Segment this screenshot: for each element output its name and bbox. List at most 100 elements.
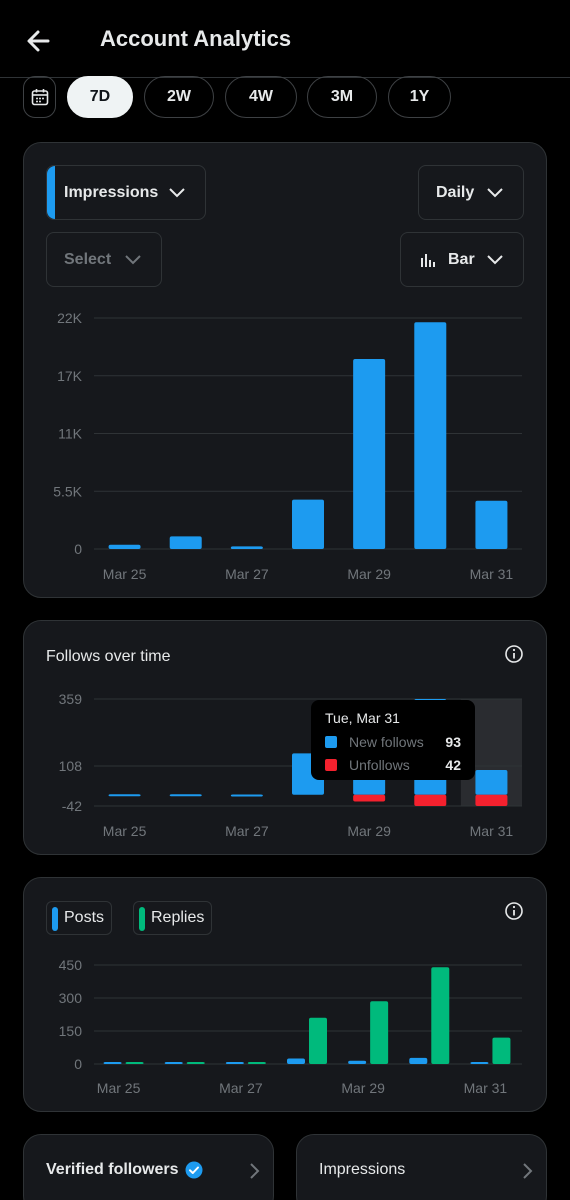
- y-tick-label: 0: [74, 1056, 82, 1072]
- posts-chip-label: Posts: [64, 909, 105, 926]
- bar-chart-icon: [421, 253, 435, 267]
- y-tick-label: 450: [59, 957, 83, 973]
- posts-card: Posts Replies 0 150 300 450 Mar 25 Mar 27 Mar …: [23, 877, 547, 1112]
- y-tick-label: 17K: [57, 368, 83, 384]
- y-tick-label: 150: [59, 1023, 83, 1039]
- x-tick-label: Mar 25: [97, 1080, 141, 1096]
- metric-dropdown-label: Impressions: [64, 183, 159, 201]
- new-follows-bar: [230, 794, 263, 797]
- posts-chart: 0 150 300 450 Mar 25 Mar 27 Mar 29 Mar 31: [59, 957, 522, 1096]
- period-dropdown[interactable]: Daily: [418, 165, 524, 220]
- range-pill-7d[interactable]: 7D: [67, 76, 133, 118]
- new-follows-swatch: [325, 736, 337, 748]
- new-follows-bar: [169, 794, 202, 797]
- x-tick-label: Mar 25: [103, 823, 147, 839]
- impressions-summary-row: Impressions: [319, 1161, 405, 1179]
- impressions-bar: [353, 358, 386, 549]
- page-title: Account Analytics: [100, 26, 292, 51]
- info-icon[interactable]: [504, 644, 524, 664]
- replies-chip-label: Replies: [151, 909, 205, 926]
- x-tick-label: Mar 27: [225, 823, 269, 839]
- chevron-down-icon: [169, 188, 185, 198]
- impressions-bar: [108, 544, 141, 549]
- compare-dropdown-label: Select: [64, 250, 112, 268]
- compare-dropdown[interactable]: Select: [46, 232, 162, 287]
- x-tick-label: Mar 31: [470, 823, 514, 839]
- new-follows-bar: [475, 769, 508, 795]
- tooltip-unf-label: Unfollows: [349, 757, 410, 773]
- x-tick-label: Mar 27: [225, 566, 269, 582]
- chart-tooltip: Tue, Mar 31 New follows 93 Unfollows 42: [311, 700, 475, 780]
- impressions-bar: [414, 322, 447, 549]
- posts-chip-color: [52, 907, 58, 931]
- y-tick-label: 22K: [57, 310, 83, 326]
- posts-bar: [103, 1062, 122, 1064]
- chart-type-dropdown[interactable]: Bar: [400, 232, 524, 287]
- replies-bar: [370, 1001, 389, 1064]
- x-tick-label: Mar 31: [464, 1080, 508, 1096]
- unfollows-swatch: [325, 759, 337, 771]
- replies-bar: [247, 1062, 266, 1064]
- metric-accent: [47, 166, 55, 219]
- range-pill-2w[interactable]: 2W: [144, 76, 214, 118]
- x-tick-label: Mar 29: [341, 1080, 385, 1096]
- replies-bar: [492, 1037, 511, 1064]
- back-arrow-icon[interactable]: [20, 22, 58, 60]
- chevron-right-icon: [250, 1163, 260, 1179]
- posts-bar: [287, 1058, 305, 1064]
- tooltip-new-value: 93: [445, 734, 461, 750]
- range-pill-3m[interactable]: 3M: [307, 76, 377, 118]
- y-tick-label: 359: [59, 691, 83, 707]
- top-bar: Account Analytics: [0, 0, 570, 78]
- replies-bar: [309, 1017, 327, 1064]
- calendar-icon: [31, 89, 48, 106]
- period-dropdown-label: Daily: [436, 183, 475, 201]
- posts-bar: [409, 1057, 428, 1064]
- new-follows-bar: [108, 794, 141, 797]
- verified-followers-label: Verified followers: [46, 1161, 179, 1178]
- impressions-bar: [230, 546, 263, 549]
- x-tick-label: Mar 25: [103, 566, 147, 582]
- tooltip-row-unf: Unfollows: [325, 757, 410, 773]
- x-tick-label: Mar 29: [347, 566, 391, 582]
- y-tick-label: 11K: [58, 426, 83, 442]
- impressions-summary-label: Impressions: [319, 1161, 406, 1178]
- x-tick-label: Mar 31: [470, 566, 514, 582]
- chevron-down-icon: [487, 188, 503, 198]
- tooltip-unf-value: 42: [445, 757, 461, 773]
- tooltip-new-label: New follows: [349, 734, 424, 750]
- impressions-chart: 0 5.5K 11K 17K 22K Mar 25 Mar 27 Mar 29 Mar 31: [53, 310, 522, 582]
- impressions-bar: [169, 536, 202, 549]
- impressions-summary-card[interactable]: Impressions: [296, 1134, 547, 1200]
- impressions-bar: [292, 499, 324, 549]
- verified-followers-card[interactable]: Verified followers: [23, 1134, 274, 1200]
- y-tick-label: 300: [59, 990, 83, 1006]
- posts-bar: [348, 1060, 367, 1064]
- calendar-button[interactable]: [23, 76, 56, 118]
- range-pill-1y[interactable]: 1Y: [388, 76, 451, 118]
- y-tick-label: 108: [59, 758, 83, 774]
- tooltip-row-new: New follows: [325, 734, 424, 750]
- replies-chip-color: [139, 907, 145, 931]
- chart-type-dropdown-label: Bar: [448, 250, 475, 268]
- range-pill-4w[interactable]: 4W: [225, 76, 297, 118]
- y-tick-label: 5.5K: [53, 483, 82, 499]
- chevron-right-icon: [523, 1163, 533, 1179]
- posts-chip[interactable]: Posts: [46, 901, 112, 935]
- impressions-bar: [475, 500, 508, 549]
- y-tick-label: 0: [74, 541, 82, 557]
- metric-dropdown[interactable]: Impressions: [46, 165, 206, 220]
- replies-chip[interactable]: Replies: [133, 901, 212, 935]
- info-icon[interactable]: [504, 901, 524, 921]
- unfollows-bar: [475, 794, 508, 806]
- verified-followers-row: Verified followers: [46, 1161, 203, 1179]
- x-tick-label: Mar 27: [219, 1080, 263, 1096]
- posts-bar: [470, 1062, 489, 1064]
- chevron-down-icon: [487, 255, 503, 265]
- chevron-down-icon: [125, 255, 141, 265]
- follows-card-title: Follows over time: [46, 648, 171, 665]
- y-tick-label: -42: [62, 798, 82, 814]
- tooltip-date: Tue, Mar 31: [325, 710, 400, 726]
- x-tick-label: Mar 29: [347, 823, 391, 839]
- posts-bar: [225, 1062, 244, 1064]
